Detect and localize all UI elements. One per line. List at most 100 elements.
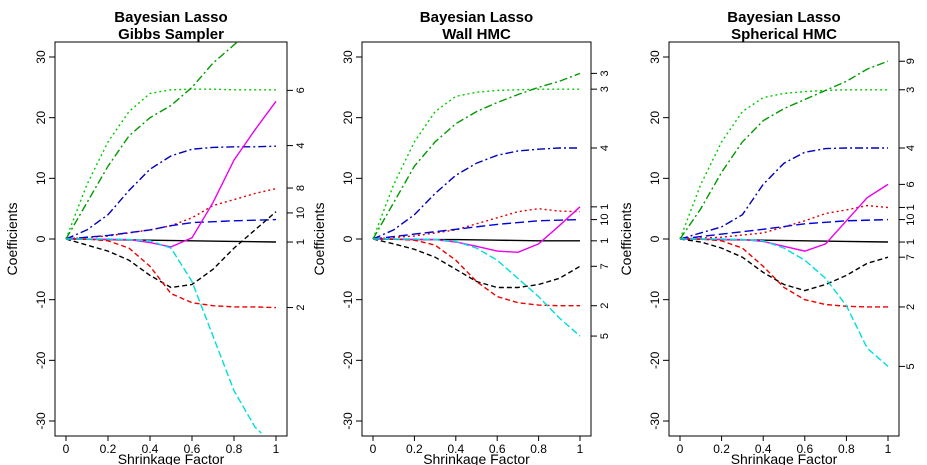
x-axis-label: Shrinkage Factor: [118, 451, 225, 465]
right-tick-label: 2: [295, 304, 307, 310]
y-tick-label: -30: [648, 412, 662, 430]
y-tick-label: 20: [34, 111, 48, 125]
right-tick-label: 4: [905, 145, 917, 151]
y-tick-label: -20: [341, 351, 355, 369]
y-tick-label: 10: [648, 171, 662, 185]
y-tick-label: 0: [648, 235, 662, 242]
x-tick-label: 0: [63, 442, 70, 456]
series-line-8: [372, 238, 581, 289]
y-tick-label: 10: [341, 171, 355, 185]
right-tick-label: 2: [599, 303, 611, 309]
series-line-5: [65, 218, 277, 240]
series-line-3: [65, 145, 277, 240]
series-line-3: [372, 147, 580, 240]
right-tick-label: 7: [599, 263, 611, 269]
right-tick-label: 10: [599, 213, 611, 225]
right-tick-label: 1: [295, 239, 307, 245]
x-tick-label: 0: [370, 442, 377, 456]
x-tick-label: 1: [577, 442, 584, 456]
x-tick-label: 0.8: [226, 442, 243, 456]
series-line-9: [680, 238, 888, 308]
right-tick-label: 4: [599, 145, 611, 151]
series-line-4: [65, 187, 277, 240]
series-line-1: [65, 88, 276, 240]
series-line-10: [373, 238, 581, 337]
series-line-4: [372, 207, 581, 240]
x-axis-label: Shrinkage Factor: [731, 451, 838, 465]
series-line-2: [679, 60, 889, 240]
series-line-3: [679, 147, 888, 240]
y-tick-label: 0: [34, 235, 48, 242]
y-tick-label: 30: [648, 50, 662, 64]
right-tick-label: 10: [905, 213, 917, 225]
series-line-7: [679, 183, 889, 252]
y-axis-label: Coefficients: [618, 203, 634, 276]
x-tick-label: 0.4: [142, 442, 159, 456]
chart-title: Bayesian Lasso: [420, 9, 533, 26]
y-tick-label: -10: [341, 291, 355, 309]
right-tick-label: 2: [905, 304, 917, 310]
right-tick-label: 1: [905, 239, 917, 245]
y-tick-label: 10: [34, 171, 48, 185]
y-tick-label: -30: [34, 412, 48, 430]
right-tick-label: 1: [599, 238, 611, 244]
series-line-5: [372, 218, 581, 240]
x-axis-label: Shrinkage Factor: [423, 451, 530, 465]
right-tick-label: 8: [295, 185, 307, 191]
y-tick-label: -10: [34, 291, 48, 309]
x-tick-label: 1: [885, 442, 892, 456]
series-line-10: [66, 238, 262, 434]
y-tick-label: 30: [34, 50, 48, 64]
chart-title: Bayesian Lasso: [727, 9, 840, 26]
right-tick-label: 6: [905, 181, 917, 187]
y-tick-label: -10: [648, 291, 662, 309]
series-line-1: [679, 89, 888, 240]
series-line-5: [679, 218, 889, 240]
right-tick-label: 10: [295, 207, 307, 219]
series-line-7: [372, 206, 581, 254]
chart-title: Bayesian Lasso: [114, 9, 227, 26]
series-line-10: [680, 238, 889, 367]
x-tick-label: 0.2: [406, 442, 423, 456]
chart-subtitle: Spherical HMC: [731, 26, 837, 43]
y-tick-label: 30: [341, 50, 355, 64]
series-line-2: [372, 72, 581, 240]
x-tick-label: 0.6: [796, 442, 813, 456]
y-tick-label: -30: [341, 412, 355, 430]
y-tick-label: 20: [341, 111, 355, 125]
chart-subtitle: Gibbs Sampler: [118, 26, 224, 43]
right-tick-label: 1: [599, 204, 611, 210]
right-tick-label: 7: [905, 254, 917, 260]
series-line-8: [679, 238, 889, 292]
x-tick-label: 0.2: [100, 442, 117, 456]
x-tick-label: 0.8: [530, 442, 547, 456]
right-tick-label: 4: [295, 143, 307, 149]
x-tick-label: 1: [273, 442, 280, 456]
y-tick-label: -20: [34, 351, 48, 369]
y-axis-label: Coefficients: [4, 203, 20, 276]
y-axis-label: Coefficients: [311, 203, 327, 276]
right-tick-label: 6: [295, 87, 307, 93]
x-tick-label: 0.4: [755, 442, 772, 456]
series-line-9: [66, 238, 277, 309]
y-tick-label: 0: [341, 235, 355, 242]
series-line-4: [679, 204, 889, 240]
x-tick-label: 0.2: [713, 442, 730, 456]
right-tick-label: 5: [905, 363, 917, 369]
x-tick-label: 0.6: [489, 442, 506, 456]
right-tick-label: 5: [599, 333, 611, 339]
y-tick-label: 20: [648, 111, 662, 125]
x-tick-label: 0.6: [184, 442, 201, 456]
series-line-2: [65, 42, 239, 240]
right-tick-label: 3: [599, 86, 611, 92]
series-line-8: [65, 211, 277, 289]
right-tick-label: 3: [599, 70, 611, 76]
x-tick-label: 0: [677, 442, 684, 456]
right-tick-label: 3: [905, 87, 917, 93]
right-tick-label: 1: [905, 204, 917, 210]
y-tick-label: -20: [648, 351, 662, 369]
